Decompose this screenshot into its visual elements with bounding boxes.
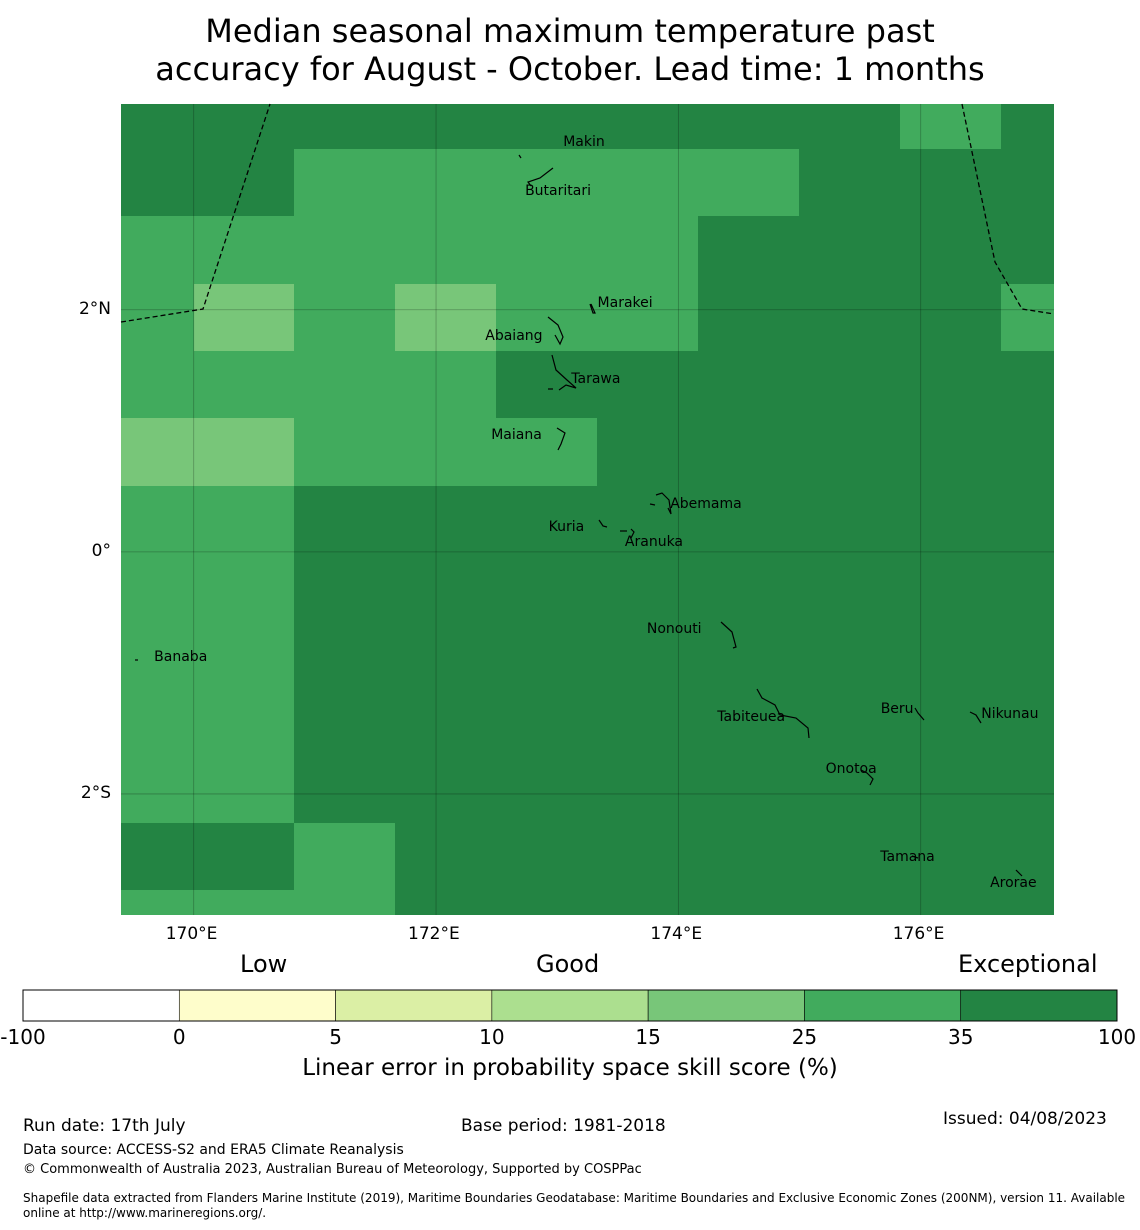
graticule bbox=[121, 104, 1054, 915]
copyright: © Commonwealth of Australia 2023, Austra… bbox=[23, 1162, 642, 1177]
island-outline bbox=[598, 519, 608, 528]
colorbar-tick-label: 10 bbox=[479, 1025, 505, 1049]
skill-cell bbox=[395, 284, 496, 351]
skill-cell bbox=[121, 418, 294, 486]
longitude-label: 170°E bbox=[165, 924, 218, 944]
eez-boundaries bbox=[120, 103, 1055, 323]
colorbar-tick-label: -100 bbox=[0, 1025, 46, 1049]
colorbar-tick-label: 100 bbox=[1097, 1025, 1137, 1049]
skill-cell bbox=[121, 486, 294, 823]
title-line-1: Median seasonal maximum temperature past bbox=[205, 12, 935, 50]
island-outline bbox=[911, 855, 919, 859]
island-outline bbox=[655, 492, 672, 515]
island-label-abaiang: Abaiang bbox=[485, 327, 543, 344]
island-outline bbox=[547, 316, 564, 346]
skill-cell bbox=[194, 284, 294, 351]
colorbar-segment bbox=[491, 989, 649, 1022]
map-title: Median seasonal maximum temperature past… bbox=[0, 12, 1140, 88]
island-outline bbox=[556, 427, 566, 451]
latitude-label: 2°N bbox=[78, 298, 111, 319]
colorbar-axis-label: Linear error in probability space skill … bbox=[302, 1055, 838, 1081]
island-label-aranuka: Aranuka bbox=[624, 534, 684, 551]
island-label-tamana: Tamana bbox=[880, 849, 935, 866]
island-label-beru: Beru bbox=[880, 700, 914, 717]
island-outline bbox=[589, 303, 596, 314]
island-outline bbox=[1015, 869, 1023, 877]
colorbar-tick-label: 25 bbox=[791, 1025, 818, 1049]
skill-cell bbox=[294, 149, 799, 216]
island-outline bbox=[527, 167, 554, 187]
colorbar-segment bbox=[960, 989, 1118, 1022]
run-date: Run date: 17th July bbox=[23, 1116, 186, 1136]
category-low: Low bbox=[240, 950, 288, 978]
skill-cell bbox=[294, 351, 496, 418]
latitude-label: 0° bbox=[91, 540, 111, 561]
eez-boundary bbox=[961, 103, 1055, 315]
island-outline bbox=[630, 528, 635, 539]
island-label-butaritari: Butaritari bbox=[525, 183, 591, 200]
skill-grid bbox=[121, 104, 1054, 915]
island-label-makin: Makin bbox=[563, 134, 605, 151]
colorbar-segment bbox=[804, 989, 962, 1022]
skill-cell bbox=[900, 104, 1001, 149]
colorbar-tick-label: 15 bbox=[635, 1025, 661, 1049]
skill-cell bbox=[121, 890, 294, 915]
colorbar-frame bbox=[22, 989, 1118, 1022]
island-label-kuria: Kuria bbox=[548, 519, 585, 536]
island-label-banaba: Banaba bbox=[154, 649, 208, 666]
eez-boundary bbox=[120, 103, 271, 323]
category-good: Good bbox=[536, 950, 600, 978]
island-outline bbox=[756, 688, 810, 739]
colorbar-tick-label: 0 bbox=[172, 1025, 186, 1049]
island-outline bbox=[860, 769, 874, 786]
base-period: Base period: 1981-2018 bbox=[461, 1116, 666, 1136]
longitude-label: 174°E bbox=[650, 924, 703, 944]
island-label-tarawa: Tarawa bbox=[571, 371, 621, 388]
shapefile-credit-1: Shapefile data extracted from Flanders M… bbox=[23, 1191, 1126, 1205]
island-outline bbox=[518, 154, 522, 159]
colorbar-segment bbox=[647, 989, 805, 1022]
latitude-label: 2°S bbox=[80, 782, 111, 803]
island-outline bbox=[551, 354, 577, 391]
data-source: Data source: ACCESS-S2 and ERA5 Climate … bbox=[23, 1142, 404, 1158]
category-exceptional: Exceptional bbox=[958, 950, 1098, 978]
colorbar-tick-label: 35 bbox=[947, 1025, 974, 1049]
island-label-maiana: Maiana bbox=[491, 426, 542, 443]
colorbar-segment bbox=[178, 989, 336, 1022]
skill-cell bbox=[1001, 284, 1054, 351]
skill-cell bbox=[294, 418, 597, 486]
island-label-nonouti: Nonouti bbox=[646, 620, 702, 637]
longitude-label: 172°E bbox=[408, 924, 460, 944]
title-line-2: accuracy for August - October. Lead time… bbox=[155, 50, 985, 88]
island-outline bbox=[969, 711, 982, 724]
issued-date: Issued: 04/08/2023 bbox=[943, 1109, 1107, 1129]
island-label-arorae: Arorae bbox=[990, 874, 1037, 891]
island-outlines bbox=[135, 154, 1023, 877]
island-label-onotoa: Onotoa bbox=[825, 761, 877, 778]
island-outline bbox=[649, 503, 656, 506]
island-label-abemama: Abemama bbox=[670, 496, 742, 513]
island-label-marakei: Marakei bbox=[597, 294, 653, 311]
island-label-tabiteuea: Tabiteuea bbox=[717, 709, 786, 726]
longitude-label: 176°E bbox=[892, 924, 945, 944]
colorbar-tick-label: 5 bbox=[329, 1025, 342, 1049]
colorbar bbox=[22, 989, 1118, 1022]
island-label-nikunau: Nikunau bbox=[981, 705, 1039, 722]
island-outline bbox=[720, 621, 737, 649]
colorbar-segment bbox=[22, 989, 180, 1022]
colorbar-segment bbox=[335, 989, 493, 1022]
shapefile-credit-2: online at http://www.marineregions.org/. bbox=[23, 1206, 267, 1220]
skill-cell bbox=[294, 823, 395, 915]
skill-cell bbox=[294, 216, 698, 284]
island-outline bbox=[914, 707, 925, 721]
